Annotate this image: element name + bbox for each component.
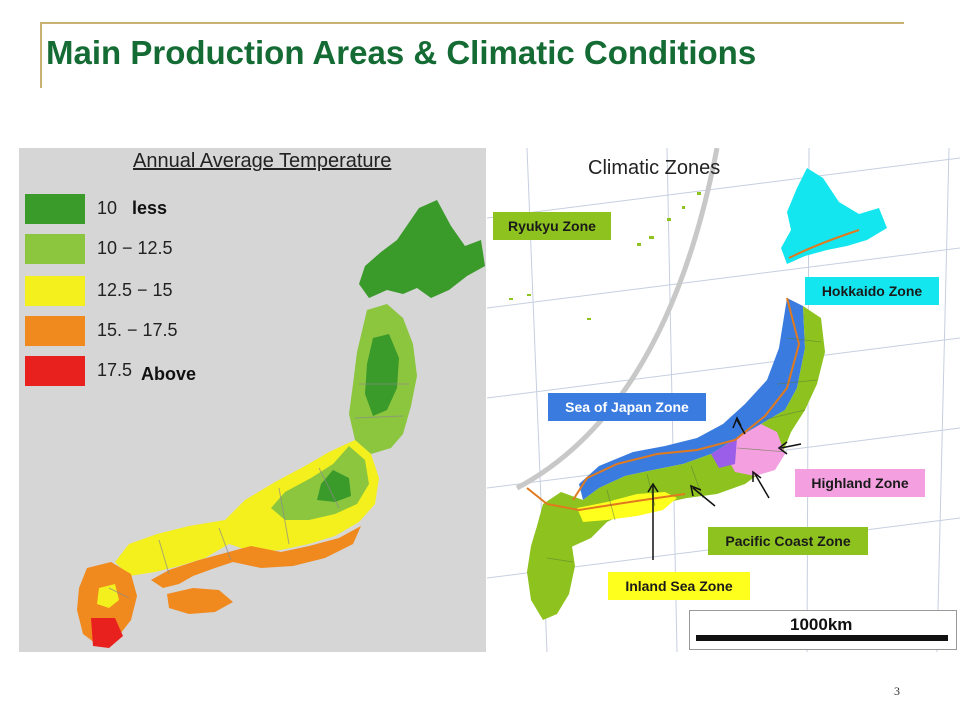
climatic-zones-panel: Climatic Zones Ryukyu Zone Hokkaido Zone… — [487, 148, 960, 652]
scale-label: 1000km — [790, 615, 853, 634]
legend-range-0: 10 — [97, 198, 118, 218]
legend-range-1: 10 − 12.5 — [97, 238, 173, 258]
legend-tag-above: Above — [141, 364, 197, 384]
zone-label-pacific-coast: Pacific Coast Zone — [708, 527, 868, 555]
legend-swatch-2 — [25, 276, 85, 306]
hokkaido-island — [359, 200, 485, 298]
zone-label-highland: Highland Zone — [795, 469, 925, 497]
legend-range-2: 12.5 − 15 — [97, 280, 173, 300]
hokkaido-island — [781, 168, 887, 264]
zone-label-hokkaido: Hokkaido Zone — [805, 277, 939, 305]
temperature-map-graphic — [77, 200, 485, 648]
legend-swatch-3 — [25, 316, 85, 346]
legend-swatch-1 — [25, 234, 85, 264]
temperature-legend-title: Annual Average Temperature — [133, 150, 392, 172]
legend-range-4: 17.5 — [97, 360, 133, 380]
legend-tag-less: less — [132, 198, 168, 218]
legend-swatch-0 — [25, 194, 85, 224]
zones-map-title: Climatic Zones — [588, 157, 721, 179]
climatic-zones-graphic — [487, 148, 960, 652]
page-number: 3 — [894, 684, 900, 698]
kyushu-island — [527, 520, 575, 620]
zone-pointer-arrows — [647, 416, 802, 560]
scale-bar-box: 1000km — [689, 610, 957, 650]
zone-label-sea-of-japan: Sea of Japan Zone — [548, 393, 706, 421]
zone-label-inland-sea: Inland Sea Zone — [608, 572, 750, 600]
legend-swatch-4 — [25, 356, 85, 386]
ryukyu-islands — [509, 192, 701, 320]
slide-title: Main Production Areas & Climatic Conditi… — [46, 34, 757, 71]
pacific-coast-zone — [537, 306, 825, 548]
scale-bar — [696, 635, 948, 641]
honshu-west — [115, 520, 229, 576]
title-frame-top — [40, 22, 904, 24]
legend-range-3: 15. − 17.5 — [97, 320, 178, 340]
title-frame-left — [40, 22, 42, 88]
zone-label-ryukyu: Ryukyu Zone — [493, 212, 611, 240]
shikoku-island — [167, 588, 233, 614]
sea-of-japan-zone — [579, 298, 805, 500]
temperature-map-panel: Annual Average Temperature 10 10 − 12.5 … — [19, 148, 486, 652]
inset-arc — [515, 148, 720, 491]
